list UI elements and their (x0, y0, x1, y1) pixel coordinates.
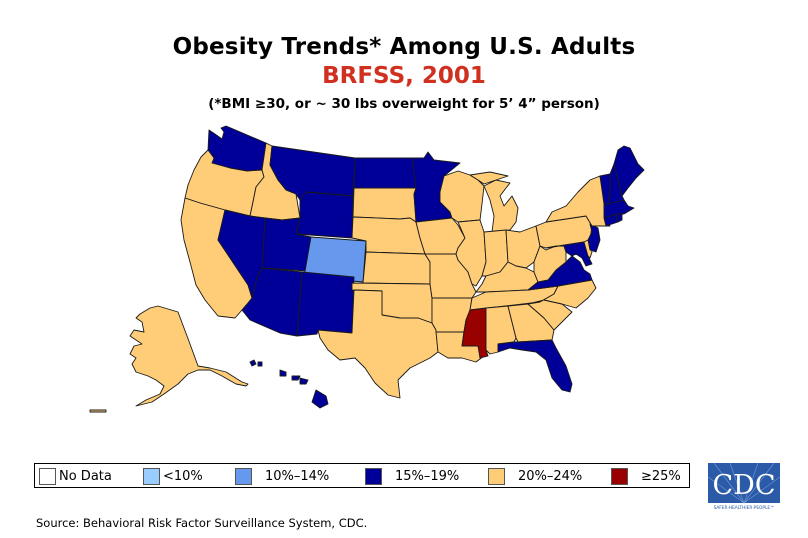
legend-label: ≥25% (641, 468, 681, 484)
cdc-logo-tagline: SAFER·HEALTHIER·PEOPLE™ (714, 505, 775, 511)
map-title: Obesity Trends* Among U.S. Adults (172, 34, 636, 60)
state-west-virginia (533, 245, 567, 283)
legend-swatch-20-24 (488, 467, 505, 485)
legend-item-15-19: 15%–19% (365, 467, 459, 485)
state-maine (613, 145, 645, 197)
legend-item-ge25: ≥25% (611, 467, 681, 485)
state-alaska (129, 305, 249, 407)
legend-swatch-15-19 (365, 467, 382, 485)
state-michigan (469, 171, 519, 233)
legend-item-20-24: 20%–24% (488, 467, 582, 485)
state-texas (317, 289, 439, 399)
bmi-footnote: (*BMI ≥30, or ~ 30 lbs overweight for 5’… (208, 96, 600, 112)
aleutian-islands (89, 409, 107, 413)
legend-swatch-10-14 (235, 467, 252, 485)
state-new-jersey (587, 223, 601, 253)
us-obesity-map (89, 125, 645, 413)
legend-label: 20%–24% (518, 468, 583, 484)
state-hawaii (249, 359, 329, 409)
state-south-dakota (352, 187, 417, 223)
state-new-mexico (296, 271, 355, 337)
state-north-carolina (527, 279, 597, 309)
legend-label: <10% (163, 468, 203, 484)
state-massachusetts (603, 199, 635, 219)
state-florida (497, 339, 573, 393)
state-wyoming (295, 191, 354, 239)
legend-label: 15%–19% (395, 468, 460, 484)
legend-item-10-14: 10%–14% (235, 467, 329, 485)
legend-swatch-ge25 (611, 467, 628, 485)
legend-label: No Data (59, 468, 112, 484)
state-delaware (583, 239, 593, 259)
legend-swatch-no-data (39, 467, 56, 485)
legend-label: 10%–14% (265, 468, 330, 484)
map-subtitle: BRFSS, 2001 (322, 63, 486, 89)
legend-item-lt10: <10% (143, 467, 203, 485)
state-kansas (362, 251, 431, 285)
legend-item-no-data: No Data (39, 467, 112, 485)
cdc-logo: CDC SAFER·HEALTHIER·PEOPLE™ (708, 463, 780, 511)
source-note: Source: Behavioral Risk Factor Surveilla… (36, 516, 368, 530)
cdc-logo-text: CDC (713, 470, 776, 501)
legend: No Data <10% 10%–14% 15%–19% 20%–24% ≥25… (34, 463, 690, 488)
legend-swatch-lt10 (143, 467, 160, 485)
state-north-dakota (353, 157, 417, 189)
